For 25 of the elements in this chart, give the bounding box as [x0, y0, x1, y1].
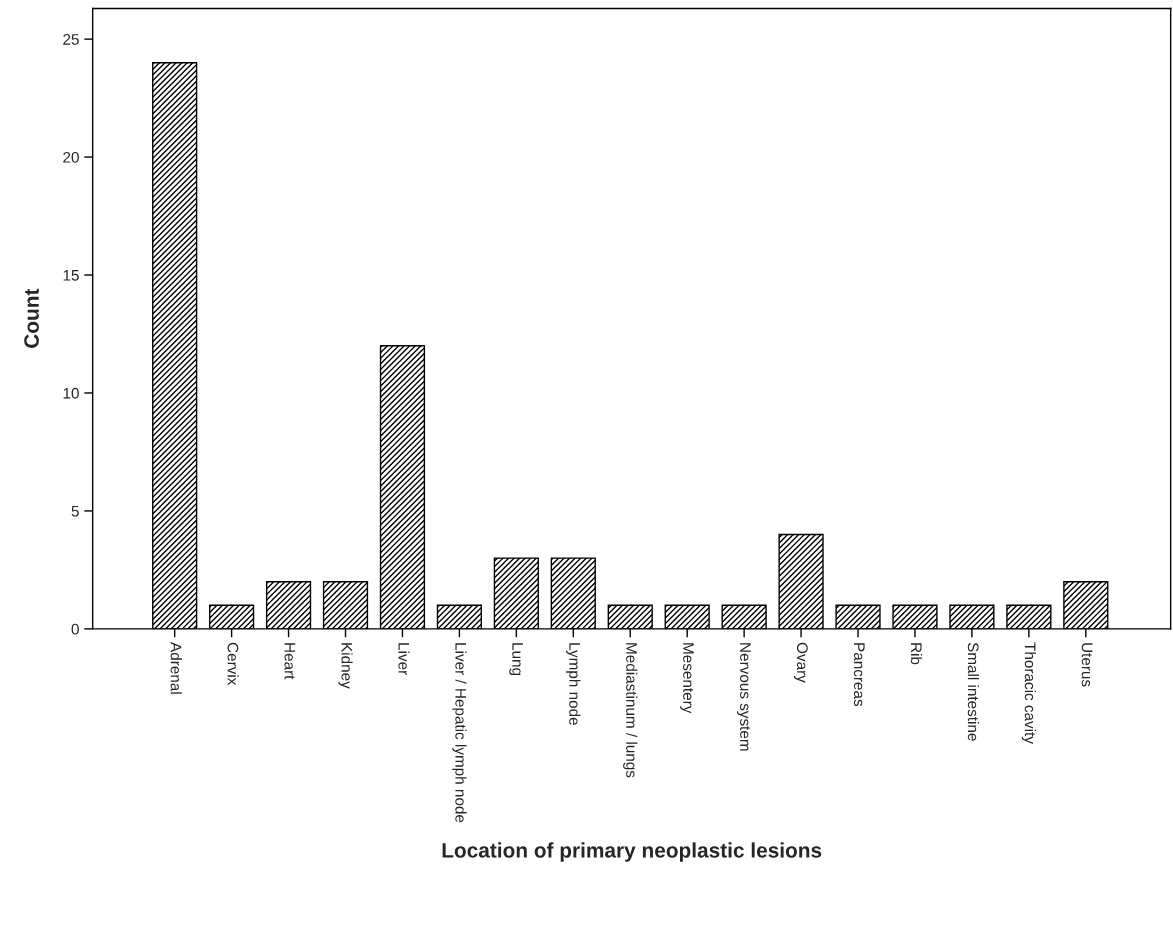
- y-tick-label: 25: [63, 33, 79, 45]
- x-tick-label: Adrenal: [170, 642, 182, 694]
- x-tick-label: Pancreas: [853, 643, 865, 707]
- x-tick-label: Thoracic cavity: [1021, 642, 1036, 744]
- x-axis-title: Location of primary neoplastic lesions: [442, 842, 822, 862]
- x-tick-label: Rib: [910, 643, 923, 665]
- y-tick-label: 0: [71, 623, 79, 635]
- x-tick-label: Ovary: [793, 642, 808, 683]
- x-tick-label: Liver: [398, 643, 410, 675]
- x-tick-label: Uterus: [1081, 643, 1093, 687]
- y-tick-label: 20: [63, 151, 79, 163]
- x-tick-label: Mesentery: [680, 643, 694, 714]
- x-tick-label: Cervix: [227, 642, 239, 686]
- x-tick-label: Nervous system: [737, 643, 751, 751]
- y-tick-label: 15: [63, 270, 79, 281]
- x-tick-label: Lymph node: [566, 643, 581, 725]
- x-tick-label: Kidney: [338, 643, 353, 689]
- x-tick-label: Small intestine: [967, 642, 980, 741]
- y-tick-label: 10: [63, 387, 79, 399]
- x-tick-label: Liver / Hepatic lymph node: [452, 643, 467, 823]
- y-axis-title: Count: [24, 288, 39, 348]
- x-tick-label: Heart: [284, 643, 296, 680]
- x-tick-label: Lung: [509, 643, 523, 676]
- x-tick-label: Mediastinum / lungs: [623, 643, 638, 778]
- y-tick-label: 5: [71, 505, 79, 517]
